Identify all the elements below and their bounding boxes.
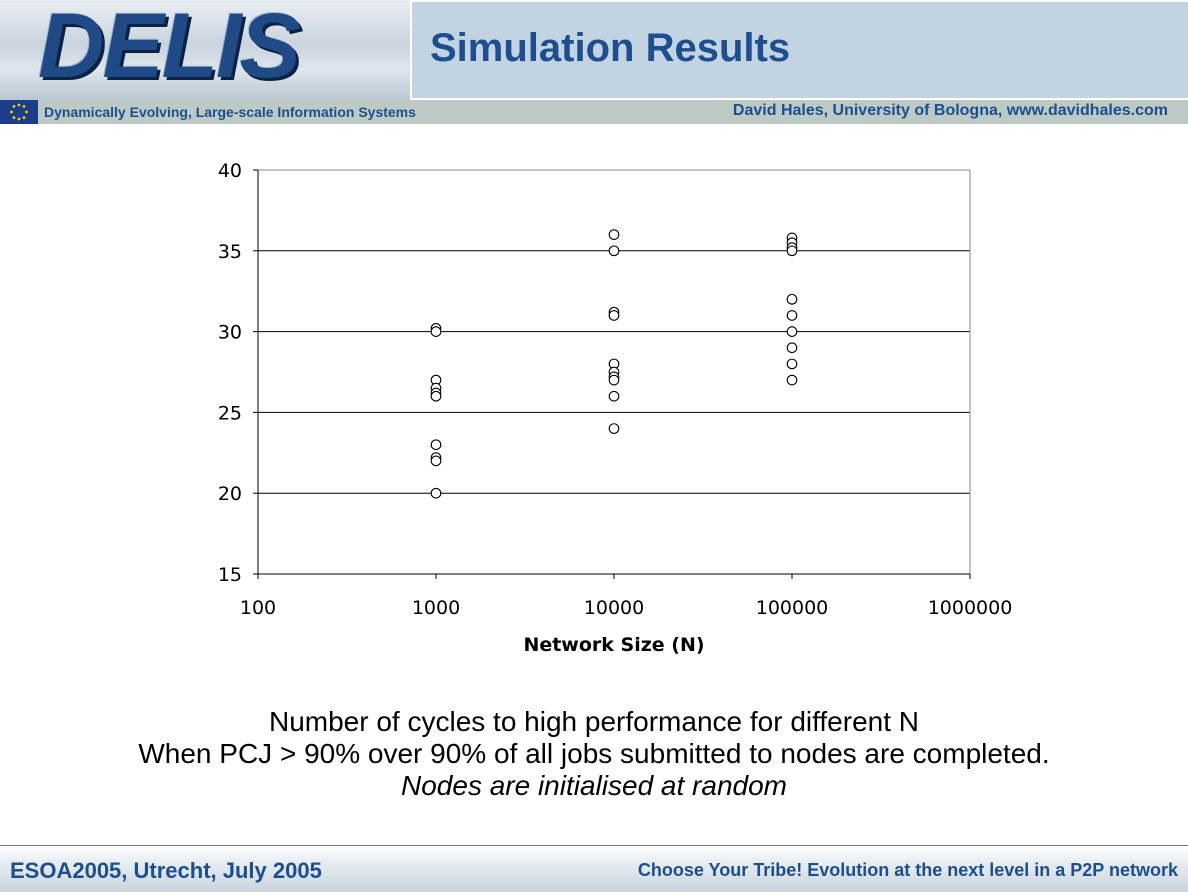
y-tick-label: 30 (218, 322, 242, 344)
data-point (430, 455, 442, 467)
chart-axes (253, 169, 971, 579)
data-point (430, 390, 442, 402)
y-tick-labels: 40 35 30 25 20 15 (218, 160, 242, 586)
subtitle-bar: Dynamically Evolving, Large-scale Inform… (0, 100, 1188, 124)
slide-header: DELIS Simulation Results Dynamically Evo… (0, 0, 1188, 126)
caption-line-2: When PCJ > 90% over 90% of all jobs subm… (138, 738, 1050, 769)
data-point (786, 342, 798, 354)
x-axis-label: Network Size (N) (523, 634, 704, 656)
y-tick-label: 15 (218, 564, 242, 586)
data-point (608, 374, 620, 386)
x-tick-label: 1000000 (928, 597, 1013, 619)
x-tick-label: 10000 (584, 597, 644, 619)
y-tick-label: 20 (218, 483, 242, 505)
data-points (430, 229, 798, 499)
eu-flag-icon (0, 100, 38, 124)
x-tick-label: 100 (240, 597, 276, 619)
data-point (608, 423, 620, 434)
delis-logo: DELIS (0, 0, 410, 100)
x-tick-label: 100000 (756, 597, 829, 619)
y-tick-label: 35 (218, 241, 242, 263)
x-tick-label: 1000 (412, 597, 460, 619)
slide-caption: Number of cycles to high performance for… (0, 706, 1188, 802)
data-point (430, 326, 442, 337)
data-point (608, 229, 620, 240)
data-point (430, 439, 442, 451)
data-point (786, 293, 798, 305)
data-point (608, 245, 620, 257)
scatter-chart: 40 35 30 25 20 15 100 1000 10000 100000 1000000 N… (218, 160, 1013, 656)
footer-talk-title: Choose Your Tribe! Evolution at the next… (637, 860, 1178, 880)
data-point (608, 390, 620, 402)
data-point (430, 487, 442, 499)
logo-text: DELIS (38, 0, 301, 97)
footer-event: ESOA2005, Utrecht, July 2005 (10, 858, 322, 883)
y-tick-label: 40 (218, 160, 242, 182)
data-point (786, 326, 798, 337)
x-tick-labels: 100 1000 10000 100000 1000000 (240, 597, 1012, 619)
footer-divider (0, 845, 1188, 846)
slide-footer: ESOA2005, Utrecht, July 2005 Choose Your… (0, 846, 1188, 892)
caption-line-1: Number of cycles to high performance for… (268, 706, 919, 737)
data-point (786, 310, 798, 321)
slide-title: Simulation Results (430, 26, 791, 70)
data-point (786, 374, 798, 386)
caption-line-3: Nodes are initialised at random (401, 770, 787, 801)
title-bar: Simulation Results (412, 2, 1188, 98)
header-tagline: Dynamically Evolving, Large-scale Inform… (44, 104, 416, 120)
data-point (786, 358, 798, 370)
data-point (786, 245, 798, 257)
data-point (608, 310, 620, 321)
header-author: David Hales, University of Bologna, www.… (732, 102, 1168, 119)
y-tick-label: 25 (218, 402, 242, 424)
